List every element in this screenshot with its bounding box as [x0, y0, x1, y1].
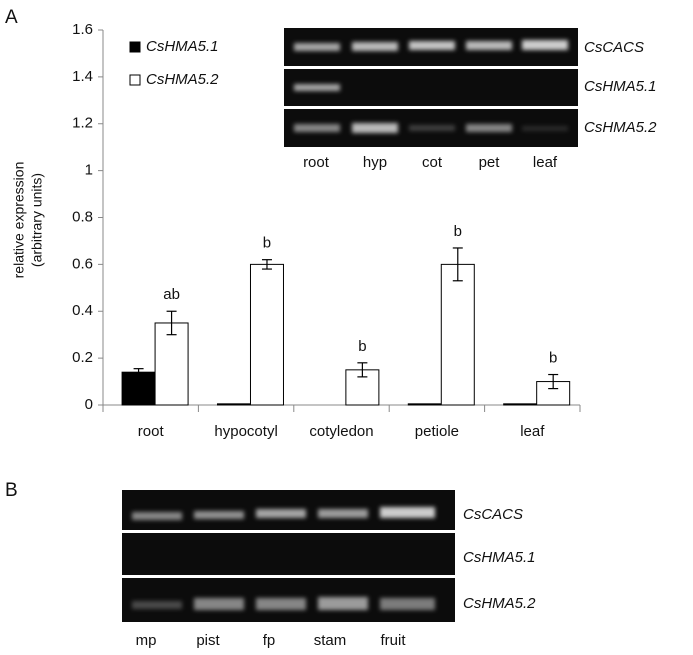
annotation: b	[549, 350, 557, 367]
bar	[249, 263, 284, 406]
gene-label: CsHMA5.1	[463, 549, 536, 566]
y-axis-label: (arbitrary units)	[29, 173, 45, 267]
gene-label: CsCACS	[584, 39, 644, 56]
y-tick-label: 1.4	[72, 68, 93, 85]
lane-label: leaf	[533, 154, 558, 171]
legend-swatch	[129, 74, 141, 86]
lane-label: pist	[196, 632, 220, 649]
panel-label: A	[5, 7, 18, 28]
lane-label: mp	[136, 632, 157, 649]
gel-image	[284, 28, 578, 147]
error-bar	[166, 310, 177, 336]
bar	[121, 371, 156, 406]
y-tick-label: 1	[85, 162, 93, 179]
bar	[440, 263, 475, 406]
bar	[216, 403, 251, 406]
x-tick-label: root	[138, 423, 165, 440]
lane-label: fruit	[380, 632, 406, 649]
legend-swatch	[129, 41, 141, 53]
legend-label: CsHMA5.1	[146, 38, 219, 55]
annotation: b	[454, 223, 462, 240]
y-tick-label: 1.6	[72, 21, 93, 38]
lane-label: fp	[263, 632, 276, 649]
x-tick-label: leaf	[520, 423, 545, 440]
error-bar	[452, 247, 463, 282]
y-tick-label: 0.2	[72, 349, 93, 366]
annotation: b	[263, 235, 271, 252]
error-bar	[548, 373, 559, 390]
gene-label: CsHMA5.1	[584, 78, 657, 95]
y-tick-label: 0.8	[72, 208, 93, 225]
lane-label: cot	[422, 154, 443, 171]
annotation: ab	[163, 286, 180, 303]
error-bar	[357, 362, 368, 378]
lane-label: pet	[479, 154, 501, 171]
y-tick-label: 1.2	[72, 115, 93, 132]
panel-label: B	[5, 480, 18, 501]
y-tick-label: 0.6	[72, 255, 93, 272]
gene-label: CsHMA5.2	[463, 595, 536, 612]
y-tick-label: 0	[85, 396, 93, 413]
lane-label: hyp	[363, 154, 387, 171]
lane-label: root	[303, 154, 330, 171]
error-bar	[261, 259, 272, 270]
y-tick-label: 0.4	[72, 302, 93, 319]
lane-label: stam	[314, 632, 347, 649]
gel-image	[122, 490, 455, 622]
legend-label: CsHMA5.2	[146, 71, 219, 88]
annotation: b	[358, 338, 366, 355]
y-axis-label: relative expression	[11, 162, 27, 279]
error-bar	[133, 368, 144, 377]
x-tick-label: hypocotyl	[214, 423, 277, 440]
gene-label: CsCACS	[463, 506, 523, 523]
x-tick-label: cotyledon	[309, 423, 373, 440]
bar	[503, 403, 538, 406]
bar	[407, 403, 442, 406]
x-tick-label: petiole	[415, 423, 459, 440]
gene-label: CsHMA5.2	[584, 119, 657, 136]
